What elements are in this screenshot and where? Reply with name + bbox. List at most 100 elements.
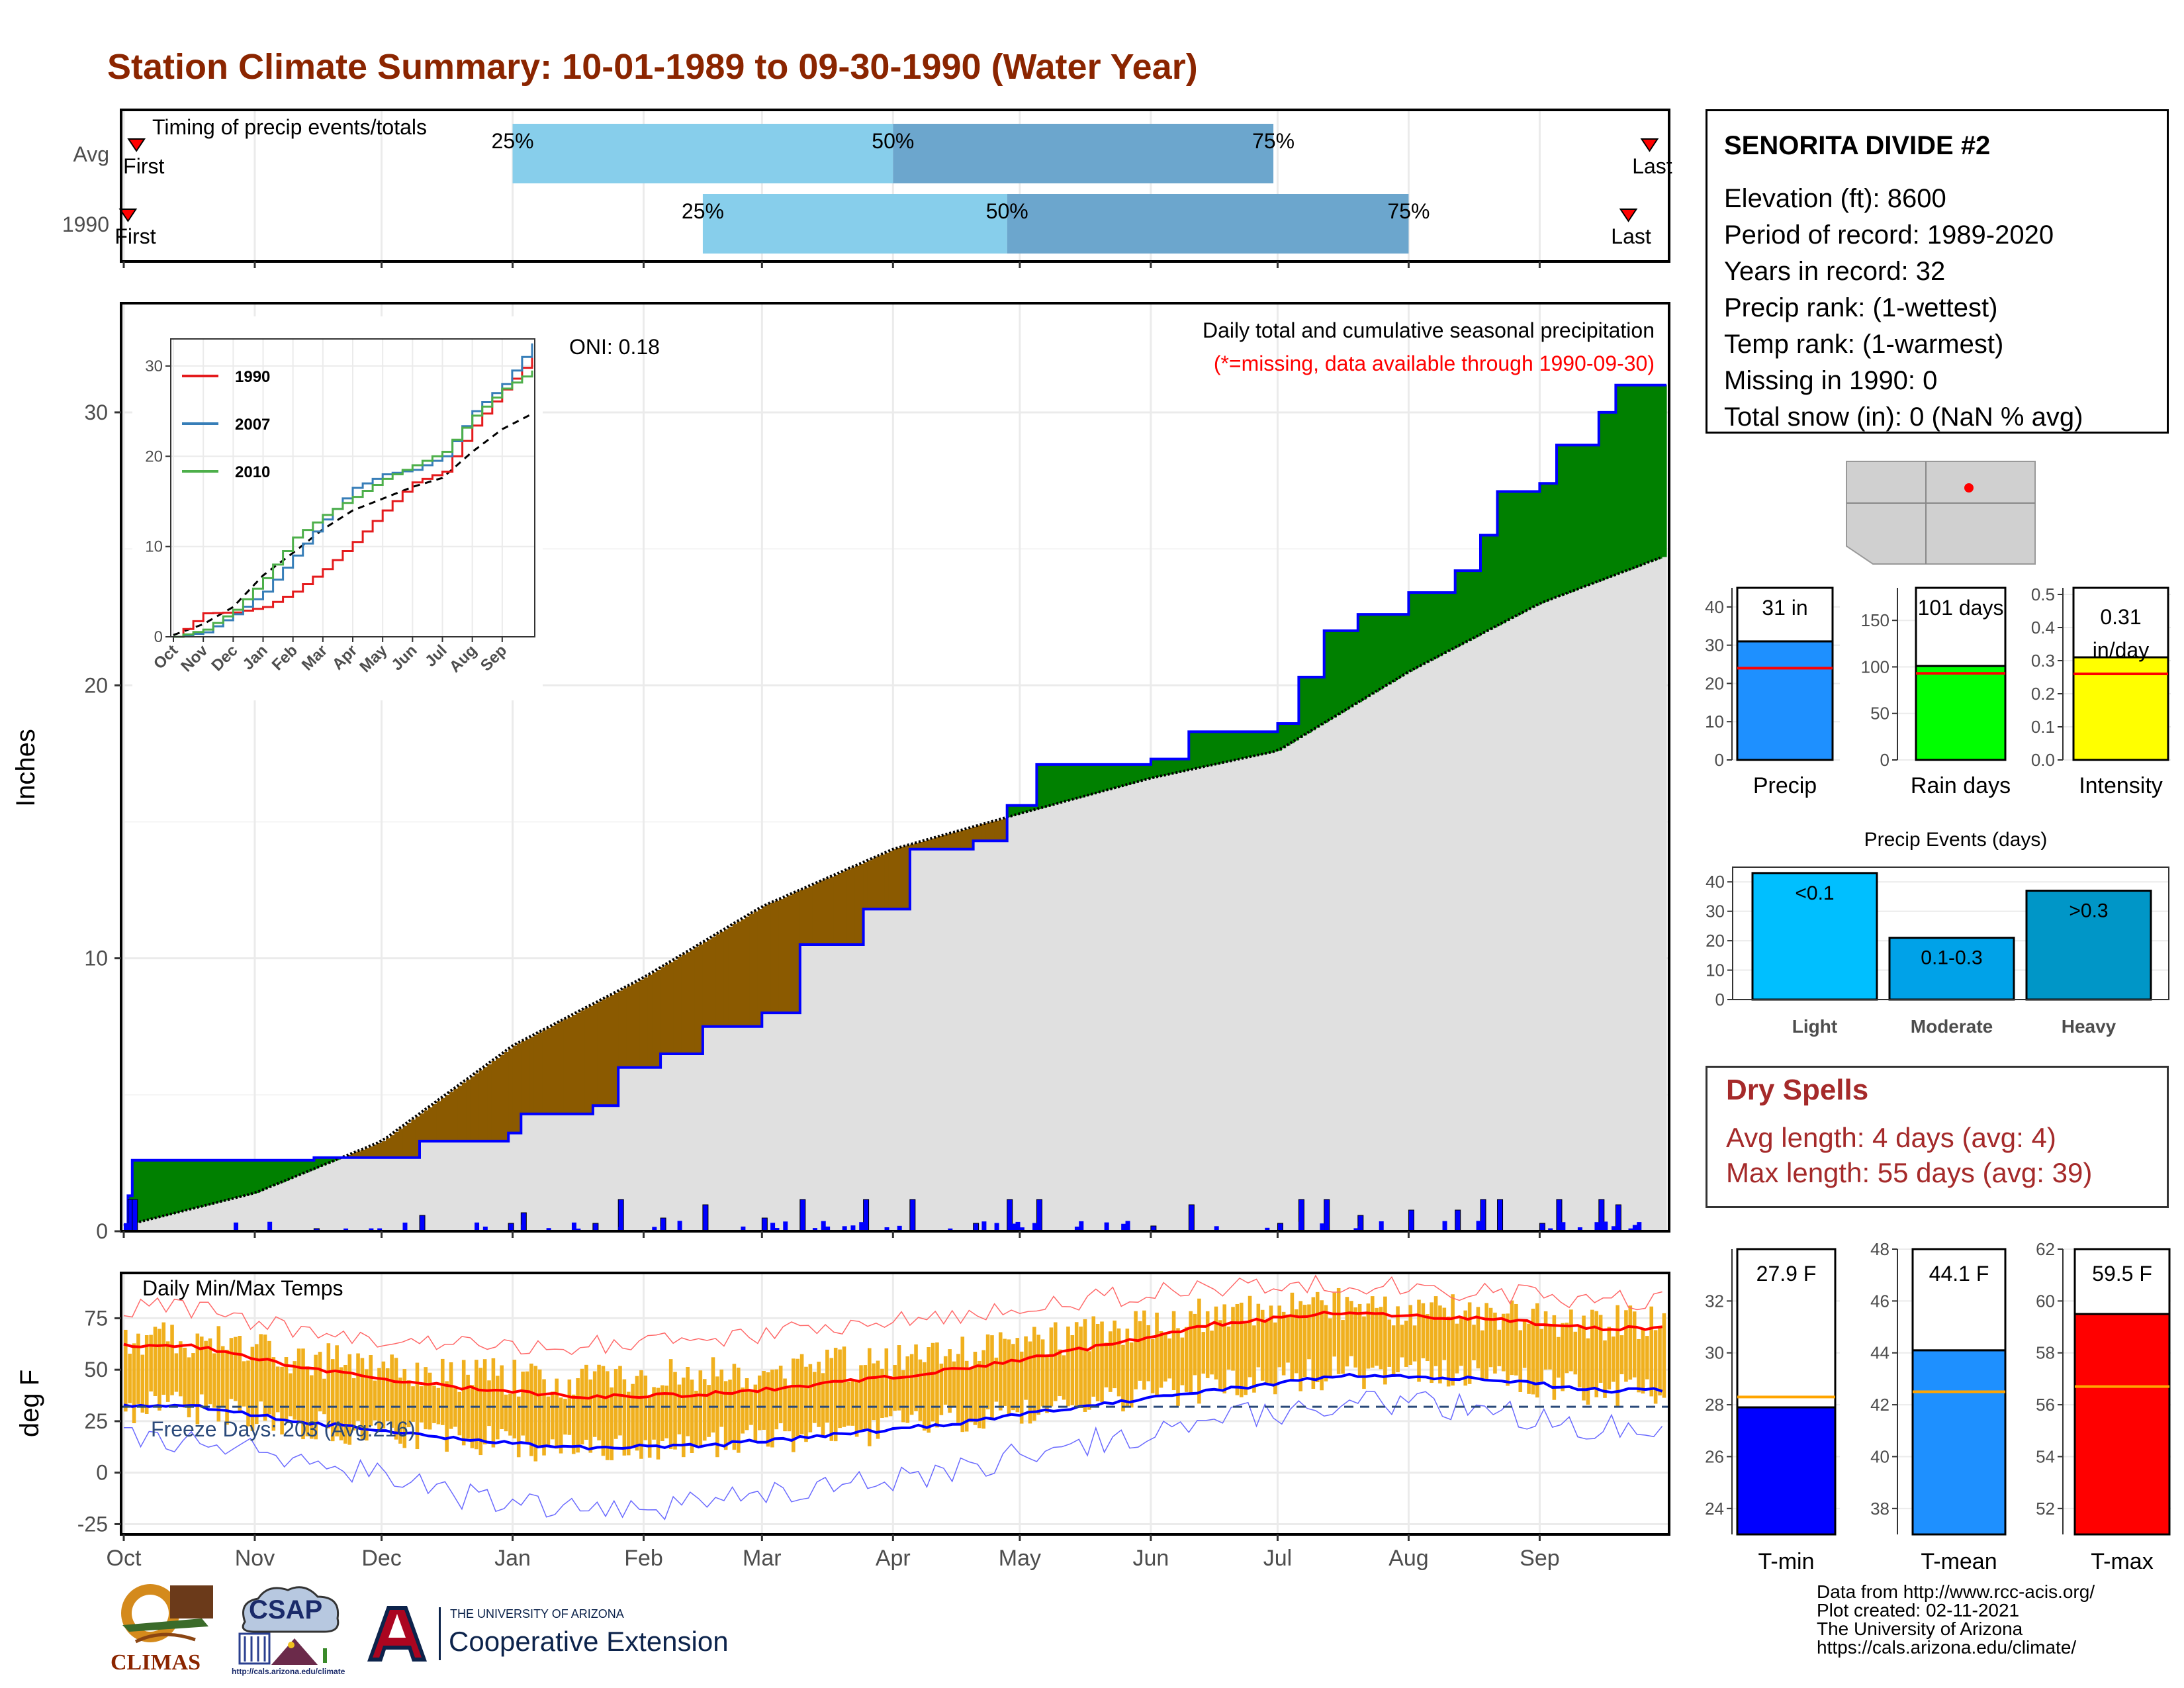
- precip-avg-fill: [551, 1113, 556, 1231]
- precip-deficit-fill: [741, 919, 746, 1027]
- daily-temp-bar: [1387, 1319, 1392, 1367]
- precip-deficit-fill: [457, 1086, 463, 1141]
- daily-temp-bar: [187, 1357, 191, 1418]
- precip-avg-fill: [525, 1113, 530, 1231]
- precip-avg-fill: [1150, 778, 1156, 1231]
- precip-surplus-fill: [1138, 764, 1143, 782]
- precip-avg-fill: [783, 1013, 788, 1231]
- daily-precip-bar: [1188, 1204, 1195, 1232]
- precip-deficit-fill: [923, 841, 927, 849]
- precip-surplus-fill: [1332, 630, 1338, 718]
- precip-surplus-fill: [1379, 614, 1384, 690]
- precip-surplus-fill: [1109, 764, 1113, 790]
- temp-summary-tmin-ytick-label: 30: [1705, 1343, 1724, 1363]
- precip-surplus-fill: [1645, 385, 1651, 564]
- precip-avg-fill: [778, 1013, 784, 1231]
- dry-spells-max: Max length: 55 days (avg: 39): [1726, 1157, 2093, 1188]
- events-ytick-label: 30: [1706, 902, 1725, 921]
- summary-intensity-ytick-label: 0.4: [2031, 618, 2055, 637]
- daily-temp-bar: [1480, 1330, 1484, 1379]
- daily-temp-bar: [377, 1368, 381, 1430]
- daily-precip-bar-small: [402, 1222, 408, 1231]
- daily-temp-bar: [212, 1353, 216, 1408]
- daily-temp-bar: [1070, 1335, 1075, 1405]
- precip-deficit-fill: [1003, 818, 1008, 841]
- daily-temp-bar: [390, 1354, 394, 1428]
- daily-temp-bar: [305, 1366, 310, 1436]
- precip-avg-fill: [1345, 710, 1350, 1231]
- daily-temp-bar: [690, 1380, 694, 1453]
- events-chart-title: Precip Events (days): [1864, 829, 2048, 851]
- precip-avg-fill: [191, 1209, 197, 1231]
- daily-temp-bar: [1104, 1342, 1109, 1387]
- daily-temp-bar: [183, 1347, 187, 1408]
- daily-temp-bar: [365, 1369, 369, 1441]
- precip-surplus-fill: [1615, 385, 1621, 575]
- precip-surplus-fill: [1260, 731, 1265, 755]
- precip-avg-fill: [817, 945, 822, 1231]
- daily-precip-bar: [1455, 1209, 1461, 1232]
- summary-bar-label: 101 days: [1918, 596, 2004, 620]
- precip-avg-fill: [1214, 764, 1219, 1231]
- daily-temp-bar: [415, 1362, 420, 1450]
- precip-avg-fill: [994, 841, 999, 1231]
- precip-avg-fill: [952, 849, 957, 1231]
- precip-avg-fill: [1506, 621, 1511, 1231]
- daily-precip-bar-small: [1628, 1228, 1633, 1231]
- precip-surplus-fill: [1518, 491, 1524, 615]
- precip-deficit-fill: [576, 1012, 581, 1114]
- precip-avg-fill: [475, 1141, 480, 1231]
- precip-avg-fill: [1205, 766, 1210, 1231]
- precip-surplus-fill: [1412, 592, 1418, 670]
- daily-temp-bar: [1265, 1320, 1269, 1383]
- precip-avg-fill: [555, 1113, 560, 1231]
- csap-logo[interactable]: CSAP http://cals.arizona.edu/climate: [232, 1582, 347, 1678]
- precip-deficit-fill: [884, 853, 889, 910]
- precip-surplus-fill: [1155, 759, 1160, 778]
- daily-temp-bar: [1003, 1338, 1007, 1406]
- precip-surplus-fill: [1637, 385, 1642, 567]
- precip-avg-fill: [973, 841, 978, 1231]
- daily-temp-bar: [225, 1350, 229, 1425]
- precip-avg-fill: [1058, 803, 1063, 1231]
- ua-extension-logo[interactable]: THE UNIVERSITY OF ARIZONA Cooperative Ex…: [361, 1601, 745, 1667]
- daily-temp-bar: [1066, 1326, 1070, 1407]
- daily-temp-bar: [770, 1370, 774, 1448]
- locator-map-borders: [1846, 461, 2035, 564]
- precip-avg-fill: [491, 1141, 496, 1231]
- precip-avg-fill: [888, 909, 893, 1231]
- csap-logo-text: CSAP: [249, 1595, 323, 1624]
- precip-surplus-fill: [1391, 614, 1396, 682]
- daily-temp-bar: [842, 1346, 846, 1427]
- daily-temp-bar: [622, 1379, 627, 1456]
- daily-temp-bar: [1497, 1329, 1502, 1366]
- climas-logo[interactable]: CLIMAS: [109, 1579, 215, 1678]
- daily-precip-bar: [132, 1199, 138, 1232]
- daily-precip-bar-small: [850, 1225, 856, 1231]
- daily-temp-bar: [487, 1380, 491, 1427]
- daily-temp-bar: [1214, 1306, 1218, 1380]
- precip-surplus-fill: [1252, 731, 1257, 757]
- daily-temp-bar: [884, 1348, 889, 1418]
- daily-temp-bar: [1210, 1331, 1214, 1375]
- daily-temp-bar: [939, 1363, 944, 1415]
- csap-logo-mark: [238, 1586, 340, 1665]
- precip-surplus-fill: [1349, 630, 1355, 708]
- timing-label-25: 25%: [492, 129, 534, 153]
- daily-temp-bar: [1366, 1303, 1371, 1369]
- daily-temp-bar: [1569, 1309, 1573, 1372]
- daily-precip-bar-small: [1011, 1223, 1017, 1231]
- daily-temp-bar: [136, 1333, 140, 1404]
- precip-avg-fill: [1404, 674, 1410, 1231]
- precip-deficit-fill: [799, 890, 805, 945]
- daily-temp-bar: [762, 1371, 766, 1430]
- precip-avg-fill: [859, 945, 864, 1231]
- daily-temp-bar: [618, 1366, 622, 1436]
- daily-temp-bar: [381, 1361, 386, 1429]
- precip-deficit-fill: [643, 977, 649, 1068]
- daily-temp-bar: [1197, 1298, 1201, 1404]
- precip-deficit-fill: [537, 1032, 543, 1114]
- daily-temp-bar: [909, 1354, 914, 1415]
- precip-avg-fill: [428, 1141, 433, 1231]
- daily-temp-bar: [981, 1350, 986, 1429]
